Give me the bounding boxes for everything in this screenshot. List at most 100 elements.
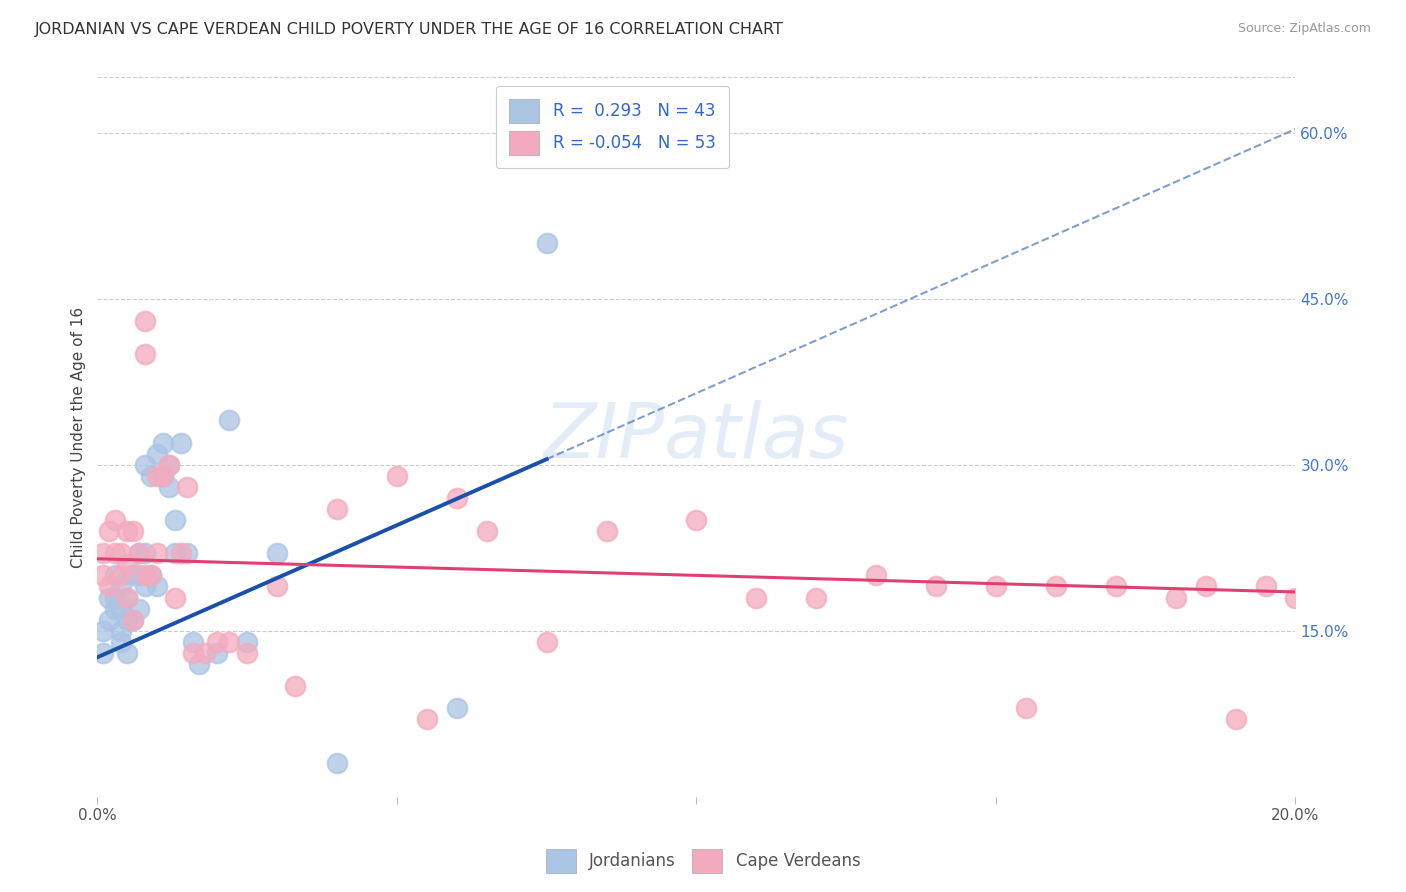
Point [110,601,132,615]
Point [925,579,948,593]
Point [181,634,204,648]
Point [93,646,115,660]
Point [536,236,558,251]
Point [93,568,115,582]
Point [128,601,150,615]
Point [205,634,228,648]
Point [1015,701,1038,715]
Point [110,568,132,582]
Point [110,634,132,648]
Point [205,646,228,660]
Text: Source: ZipAtlas.com: Source: ZipAtlas.com [1237,22,1371,36]
Point [122,524,145,538]
Point [165,546,187,560]
Point [326,756,349,771]
Point [157,458,180,472]
Point [134,546,156,560]
Legend: Jordanians, Cape Verdeans: Jordanians, Cape Verdeans [538,842,868,880]
Point [1194,579,1216,593]
Point [146,468,169,483]
Point [104,513,127,527]
Point [1225,712,1247,726]
Point [1254,579,1277,593]
Point [745,591,768,605]
Point [176,480,198,494]
Point [236,634,259,648]
Point [128,568,150,582]
Point [194,646,217,660]
Point [141,568,163,582]
Point [165,591,187,605]
Point [93,546,115,560]
Point [98,579,121,593]
Point [218,413,240,427]
Point [181,646,204,660]
Point [865,568,887,582]
Point [104,568,127,582]
Point [446,491,468,505]
Point [93,624,115,638]
Point [117,613,139,627]
Point [595,524,617,538]
Point [170,546,193,560]
Point [146,579,169,593]
Point [117,646,139,660]
Point [157,480,180,494]
Point [266,579,288,593]
Point [266,546,288,560]
Point [152,435,174,450]
Point [104,601,127,615]
Point [110,579,132,593]
Point [685,513,707,527]
Point [146,447,169,461]
Point [1284,591,1306,605]
Point [122,613,145,627]
Point [134,579,156,593]
Point [117,558,139,572]
Point [1045,579,1067,593]
Point [984,579,1007,593]
Point [1105,579,1128,593]
Point [122,613,145,627]
Point [146,546,169,560]
Point [98,524,121,538]
Point [122,568,145,582]
Point [110,624,132,638]
Point [104,546,127,560]
Point [1164,591,1187,605]
Point [416,712,439,726]
Point [134,347,156,361]
Legend: R =  0.293   N = 43, R = -0.054   N = 53: R = 0.293 N = 43, R = -0.054 N = 53 [496,86,728,168]
Point [104,591,127,605]
Point [117,591,139,605]
Point [128,546,150,560]
Point [117,524,139,538]
Text: JORDANIAN VS CAPE VERDEAN CHILD POVERTY UNDER THE AGE OF 16 CORRELATION CHART: JORDANIAN VS CAPE VERDEAN CHILD POVERTY … [35,22,785,37]
Point [326,502,349,516]
Point [141,468,163,483]
Point [806,591,828,605]
Y-axis label: Child Poverty Under the Age of 16: Child Poverty Under the Age of 16 [72,307,86,567]
Point [385,468,408,483]
Point [157,458,180,472]
Point [152,468,174,483]
Point [134,458,156,472]
Point [475,524,498,538]
Point [218,634,240,648]
Point [98,613,121,627]
Point [134,314,156,328]
Point [236,646,259,660]
Point [110,546,132,560]
Point [170,435,193,450]
Text: ZIPatlas: ZIPatlas [544,400,849,474]
Point [134,568,156,582]
Point [117,591,139,605]
Point [165,513,187,527]
Point [188,657,211,671]
Point [284,679,307,693]
Point [141,568,163,582]
Point [176,546,198,560]
Point [98,591,121,605]
Point [128,546,150,560]
Point [536,634,558,648]
